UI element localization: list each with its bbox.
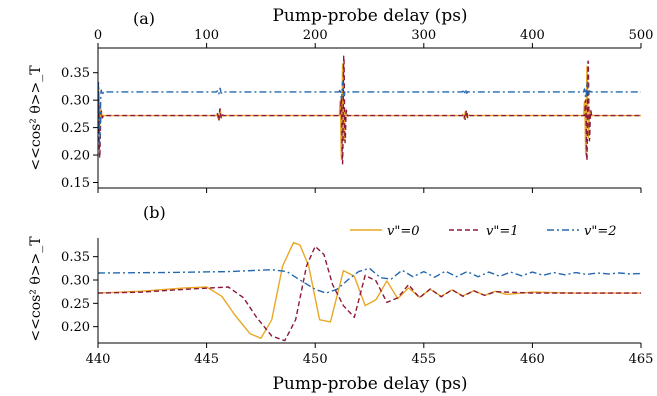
legend-label-v2: v"=2	[584, 224, 617, 239]
panel-a-y-tick-label: 0.35	[61, 66, 90, 81]
panel-b-series-v0	[98, 241, 641, 340]
panel-b-y-tick-label: 0.20	[61, 320, 90, 335]
panel-a-x-tick-label: 400	[520, 28, 545, 43]
panel-b-axes-frame	[97, 238, 641, 344]
panel-b-x-tick-label: 460	[520, 352, 545, 367]
panel-a-y-tick-label: 0.15	[61, 176, 90, 191]
panel-b-plot: 440 445 450 455 460 465 0.20 0.25 0.30 0.35	[61, 238, 653, 367]
panel-a-series-v1	[98, 55, 641, 165]
panel-a-x-tick-label: 300	[411, 28, 436, 43]
panel-a-x-tick-label: 200	[303, 28, 328, 43]
panel-b-series-v1	[98, 245, 641, 342]
legend-label-v1: v"=1	[486, 224, 519, 239]
panel-a-x-tick-label: 100	[194, 28, 219, 43]
panel-a-y-axis-title: <<cos² θ>>_T	[28, 65, 44, 171]
panel-a-y-tick-label: 0.30	[61, 94, 90, 109]
panel-b-y-tick-label: 0.35	[61, 250, 90, 265]
panel-a-x-tick-label: 500	[629, 28, 654, 43]
legend: v"=0 v"=1 v"=2	[350, 224, 617, 239]
panel-a-x-tick-label: 0	[94, 28, 102, 43]
legend-label-v0: v"=0	[387, 224, 420, 239]
panel-a-plot: 0 100 200 300 400 500 0.15 0.20 0.25 0.30 0.35	[61, 28, 653, 193]
panel-b-x-tick-label: 450	[303, 352, 328, 367]
panel-b-x-axis-title: Pump-probe delay (ps)	[272, 374, 467, 394]
panel-b-y-tick-label: 0.25	[61, 297, 90, 312]
panel-b-x-tick-label: 455	[411, 352, 436, 367]
panel-a-axes-frame	[97, 47, 641, 189]
panel-b-y-axis-title: <<cos² θ>>_T	[28, 236, 44, 342]
panel-a-series-v2	[98, 81, 641, 147]
panel-b-x-tick-label: 440	[86, 352, 111, 367]
panel-b-x-tick-label: 465	[629, 352, 654, 367]
panel-b-series-v2	[98, 267, 641, 294]
panel-a-label: (a)	[133, 9, 155, 28]
panel-b-y-tick-label: 0.30	[61, 274, 90, 289]
panel-a-y-tick-label: 0.20	[61, 149, 90, 164]
panel-b-label: (b)	[143, 203, 166, 222]
panel-a-series-v0	[98, 63, 641, 161]
panel-a-y-tick-label: 0.25	[61, 121, 90, 136]
panel-b-x-tick-label: 445	[194, 352, 219, 367]
panel-a-x-axis-title: Pump-probe delay (ps)	[272, 6, 467, 26]
